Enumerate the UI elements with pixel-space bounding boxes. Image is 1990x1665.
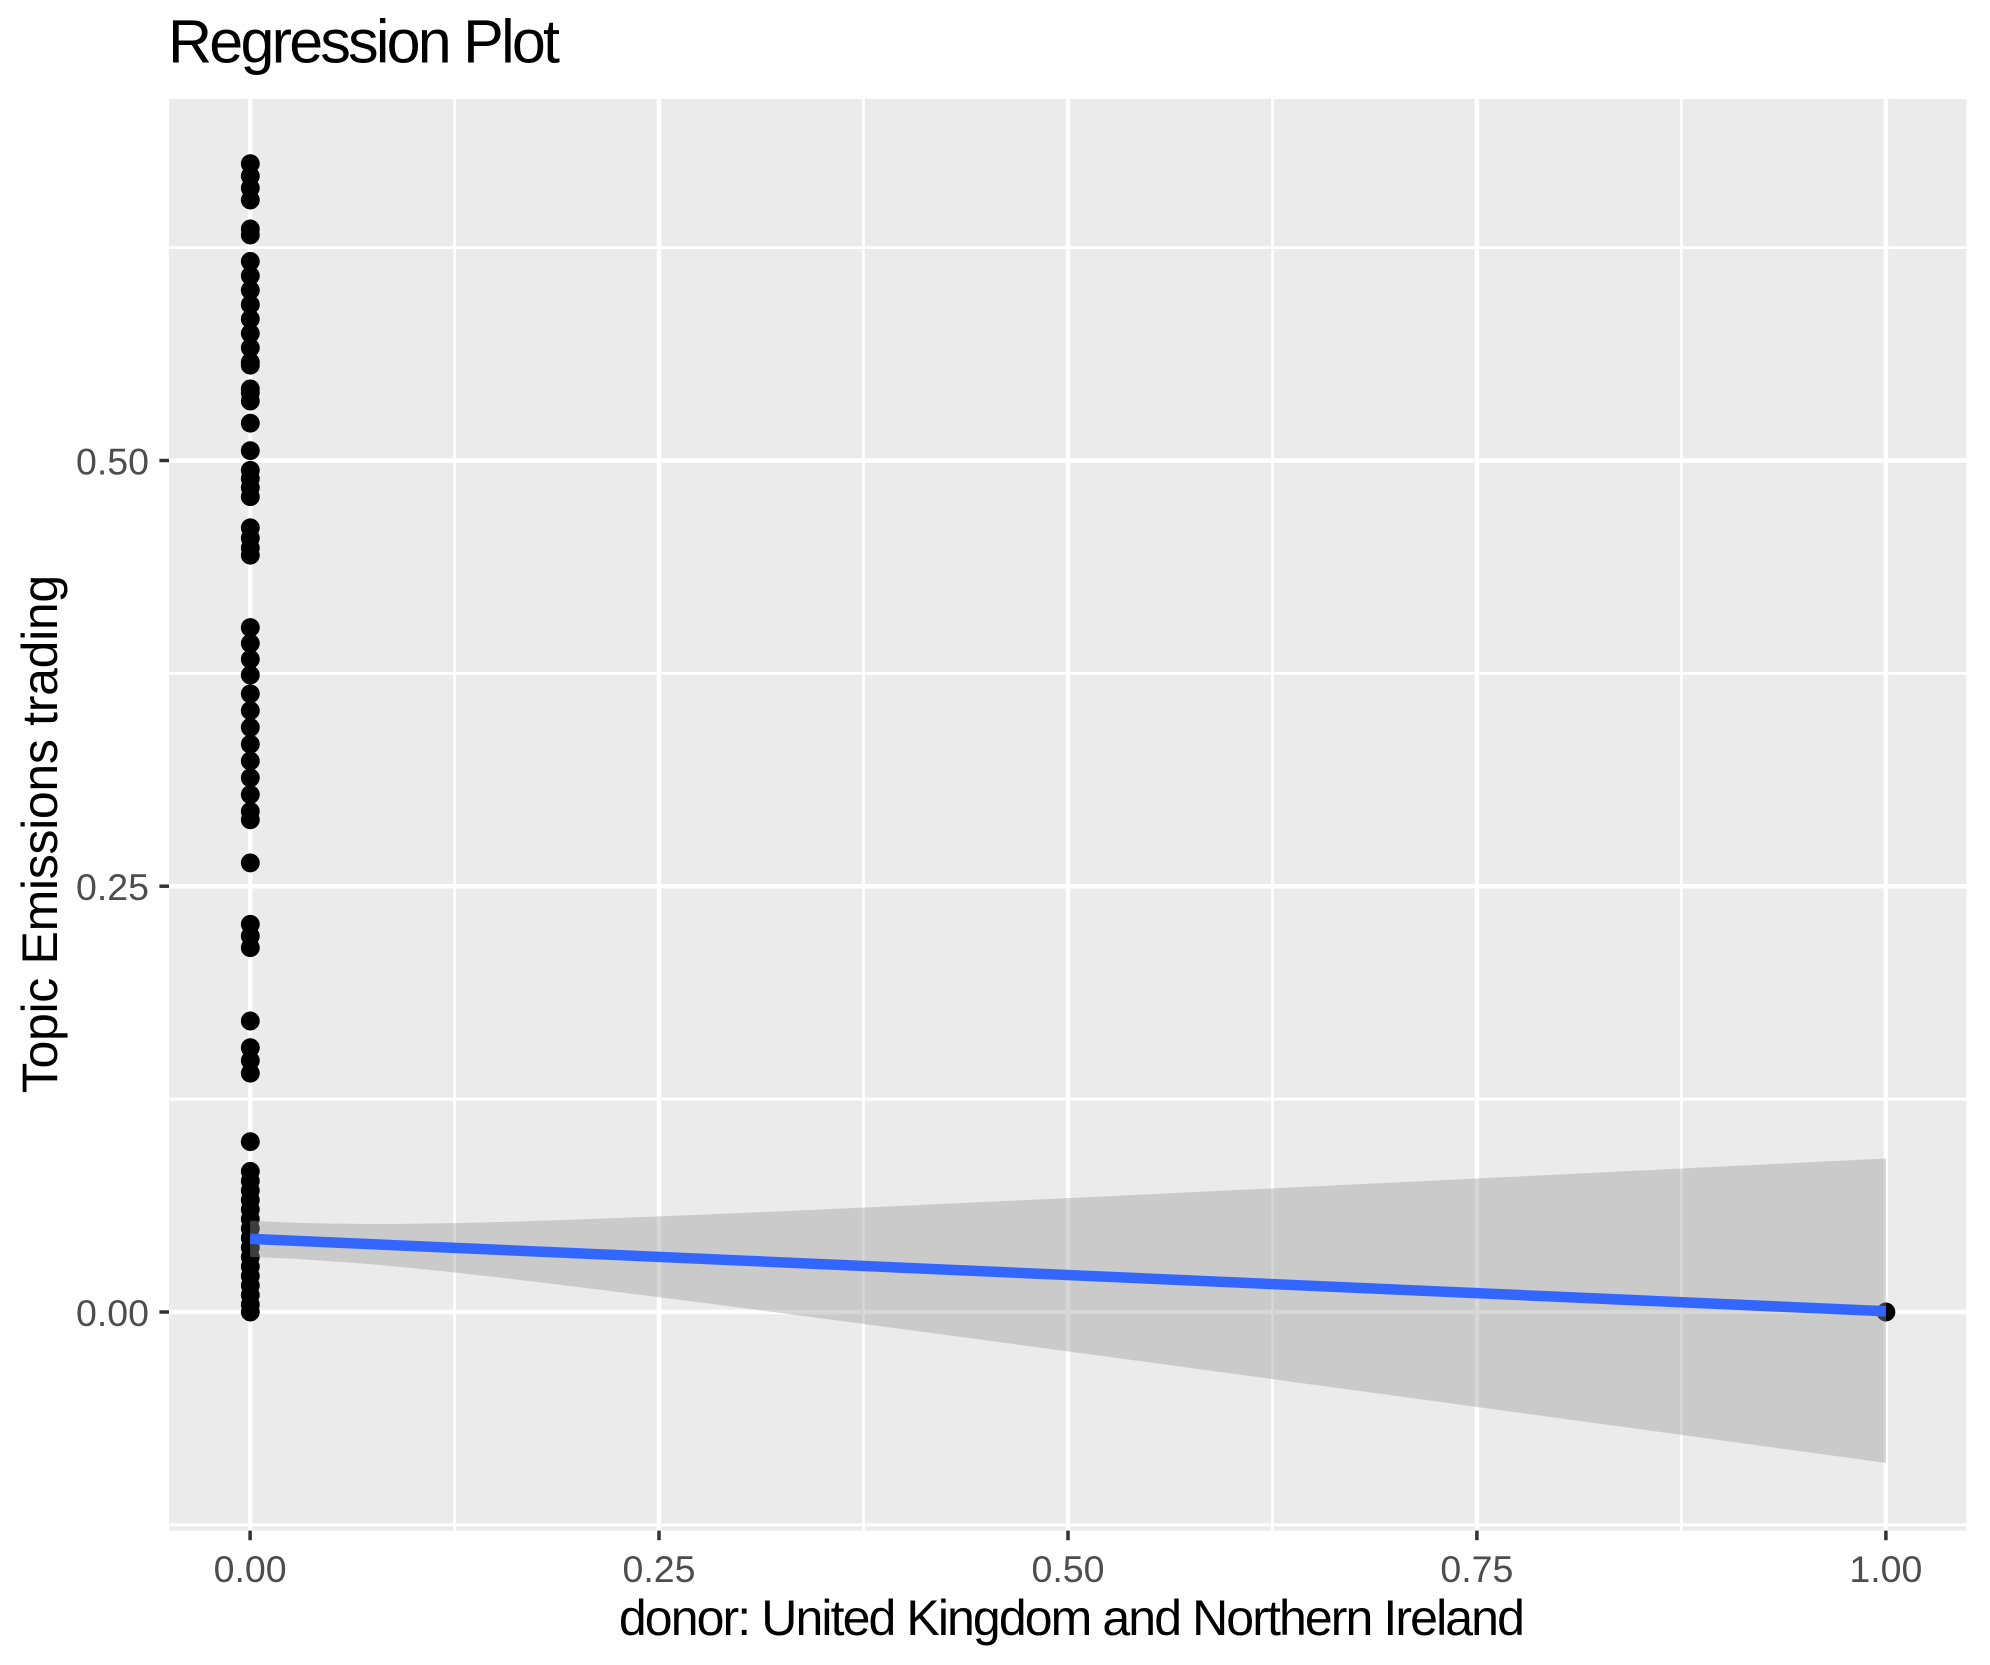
- svg-text:0.00: 0.00: [76, 1292, 149, 1334]
- svg-text:0.75: 0.75: [1440, 1548, 1513, 1590]
- svg-text:1.00: 1.00: [1849, 1548, 1922, 1590]
- svg-text:0.25: 0.25: [76, 866, 149, 908]
- svg-text:Regression Plot: Regression Plot: [168, 8, 560, 76]
- svg-text:donor: United Kingdom and Nort: donor: United Kingdom and Northern Irela…: [619, 1590, 1525, 1646]
- svg-text:Topic Emissions trading: Topic Emissions trading: [12, 575, 68, 1094]
- svg-text:0.00: 0.00: [214, 1548, 287, 1590]
- svg-text:0.25: 0.25: [623, 1548, 696, 1590]
- svg-text:0.50: 0.50: [76, 441, 149, 483]
- svg-text:0.50: 0.50: [1032, 1548, 1105, 1590]
